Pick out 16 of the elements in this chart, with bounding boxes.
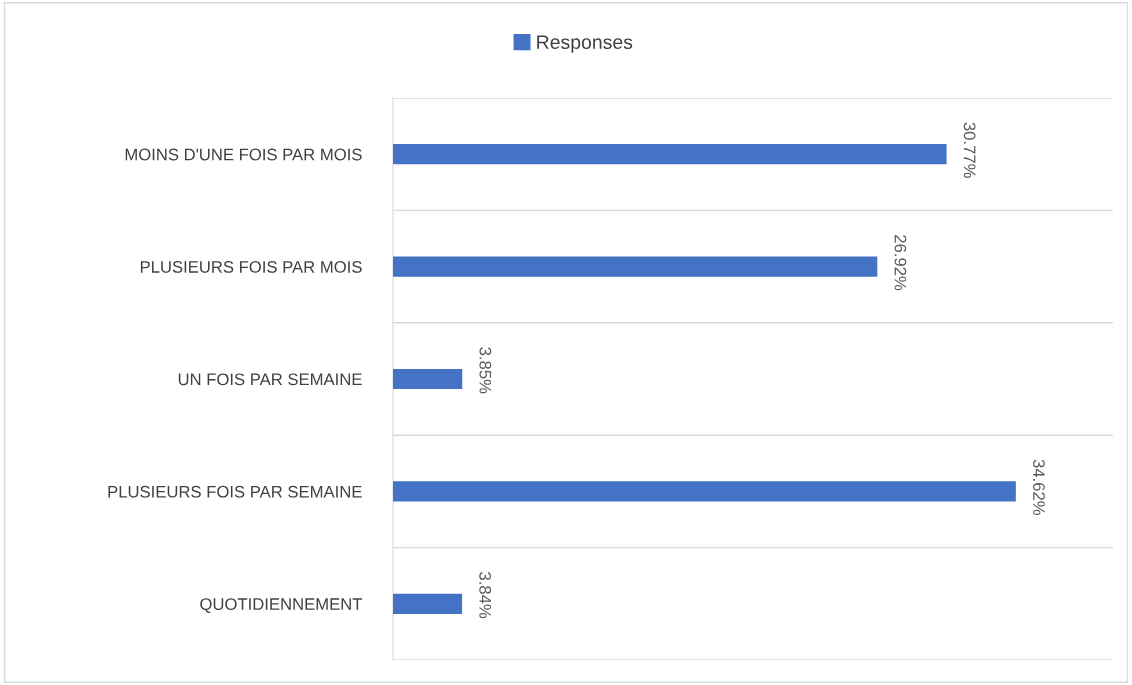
legend-label: Responses xyxy=(537,35,633,53)
y-tick-label: PLUSIEURS FOIS PAR SEMAINE xyxy=(108,485,362,498)
data-label: 30.77% xyxy=(963,122,976,178)
data-label: 26.92% xyxy=(894,235,907,291)
y-tick-label: MOINS D'UNE FOIS PAR MOIS xyxy=(125,148,362,161)
data-label: 3.84% xyxy=(479,572,492,619)
bar xyxy=(393,368,463,390)
bar xyxy=(393,256,878,277)
y-tick-label: QUOTIDIENNEMENT xyxy=(200,598,363,613)
bar xyxy=(393,481,1016,502)
bar xyxy=(393,144,947,165)
y-tick-label: UN FOIS PAR SEMAINE xyxy=(178,373,362,386)
data-label: 34.62% xyxy=(1033,459,1045,515)
data-label: 3.85% xyxy=(479,347,492,394)
y-tick-label: PLUSIEURS FOIS PAR MOIS xyxy=(140,261,362,273)
bar xyxy=(393,593,463,614)
